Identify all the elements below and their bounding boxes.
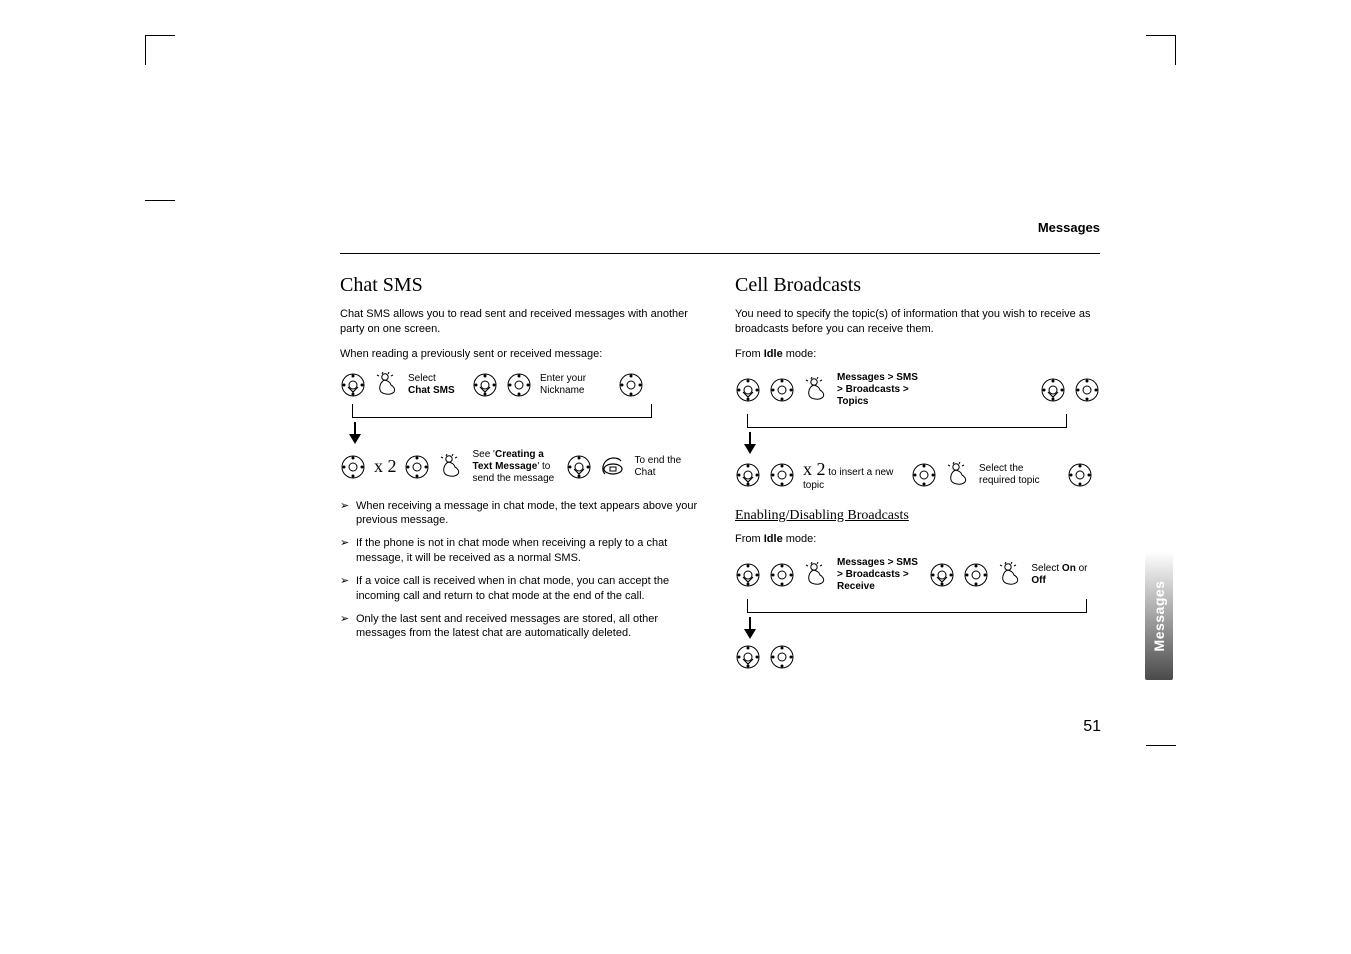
- nav-down-icon: [735, 644, 761, 670]
- crop-mark-right: [1146, 745, 1176, 746]
- nav-circle-icon: [769, 644, 795, 670]
- running-header: Messages: [340, 220, 1100, 235]
- nav-down-icon: [340, 372, 366, 398]
- bullet-item: Only the last sent and received messages…: [340, 612, 705, 642]
- flow1-menu: Messages > SMS > Broadcasts > Topics: [837, 372, 923, 408]
- nav-down-icon: [929, 562, 955, 588]
- right-sub-from: From Idle mode:: [735, 532, 1100, 547]
- end-call-icon: [600, 454, 626, 480]
- nav-down-icon: [735, 462, 761, 488]
- nav-down-icon: [735, 562, 761, 588]
- nav-down-icon: [1040, 377, 1066, 403]
- hand-press-icon: [997, 562, 1023, 588]
- arrow-down-icon: [346, 422, 705, 449]
- flow1-x2: x 2 to insert a new topic: [803, 459, 903, 493]
- bullet-item: If a voice call is received when in chat…: [340, 574, 705, 604]
- flow-step2: Enter your Nickname: [540, 373, 610, 397]
- page-number: 51: [1083, 718, 1101, 736]
- hand-press-icon: [803, 562, 829, 588]
- bullet-item: When receiving a message in chat mode, t…: [340, 499, 705, 529]
- left-intro: Chat SMS allows you to read sent and rec…: [340, 307, 705, 337]
- nav-circle-icon: [340, 454, 366, 480]
- flow-connector: [352, 404, 652, 418]
- left-bullets: When receiving a message in chat mode, t…: [340, 499, 705, 642]
- crop-mark-tr: [1146, 35, 1176, 65]
- page-content: Messages Chat SMS Chat SMS allows you to…: [340, 220, 1100, 684]
- hand-press-icon: [438, 454, 464, 480]
- nav-circle-icon: [963, 562, 989, 588]
- crop-mark-left: [145, 200, 175, 201]
- side-tab: Messages: [1145, 552, 1173, 680]
- nav-circle-icon: [911, 462, 937, 488]
- flow-connector: [747, 599, 1087, 613]
- arrow-down-icon: [741, 432, 1100, 459]
- nav-circle-icon: [618, 372, 644, 398]
- nav-down-icon: [735, 377, 761, 403]
- right-intro2: From Idle mode:: [735, 347, 1100, 362]
- flow-step3: See 'Creating a Text Message' to send th…: [472, 449, 558, 485]
- left-column: Chat SMS Chat SMS allows you to read sen…: [340, 274, 705, 684]
- flow-connector: [747, 414, 1067, 428]
- hand-press-icon: [945, 462, 971, 488]
- right-flow2: Messages > SMS > Broadcasts > Receive Se…: [735, 557, 1100, 670]
- hand-press-icon: [803, 377, 829, 403]
- x2-label: x 2: [374, 456, 396, 477]
- flow-step4: To end the Chat: [634, 455, 705, 479]
- hand-press-icon: [374, 372, 400, 398]
- nav-circle-icon: [769, 377, 795, 403]
- bullet-item: If the phone is not in chat mode when re…: [340, 536, 705, 566]
- nav-circle-icon: [1074, 377, 1100, 403]
- nav-circle-icon: [404, 454, 430, 480]
- right-title: Cell Broadcasts: [735, 274, 1100, 297]
- crop-mark-tl: [145, 35, 175, 65]
- nav-circle-icon: [506, 372, 532, 398]
- arrow-down-icon: [741, 617, 1100, 644]
- nav-down-icon: [566, 454, 592, 480]
- right-intro1: You need to specify the topic(s) of info…: [735, 307, 1100, 337]
- flow-step1: SelectChat SMS: [408, 373, 464, 397]
- right-subheading: Enabling/Disabling Broadcasts: [735, 508, 1100, 524]
- flow2-menu: Messages > SMS > Broadcasts > Receive: [837, 557, 921, 593]
- nav-circle-icon: [1067, 462, 1093, 488]
- nav-circle-icon: [769, 462, 795, 488]
- header-rule: [340, 253, 1100, 254]
- right-flow1: Messages > SMS > Broadcasts > Topics x 2…: [735, 372, 1100, 493]
- flow2-sel: Select On or Off: [1031, 563, 1100, 587]
- nav-down-icon: [472, 372, 498, 398]
- right-column: Cell Broadcasts You need to specify the …: [735, 274, 1100, 684]
- nav-circle-icon: [769, 562, 795, 588]
- side-tab-label: Messages: [1151, 581, 1167, 652]
- left-title: Chat SMS: [340, 274, 705, 297]
- flow1-sel: Select the required topic: [979, 463, 1059, 487]
- left-subintro: When reading a previously sent or receiv…: [340, 347, 705, 362]
- left-flow: SelectChat SMS Enter your Nickname x 2: [340, 372, 705, 485]
